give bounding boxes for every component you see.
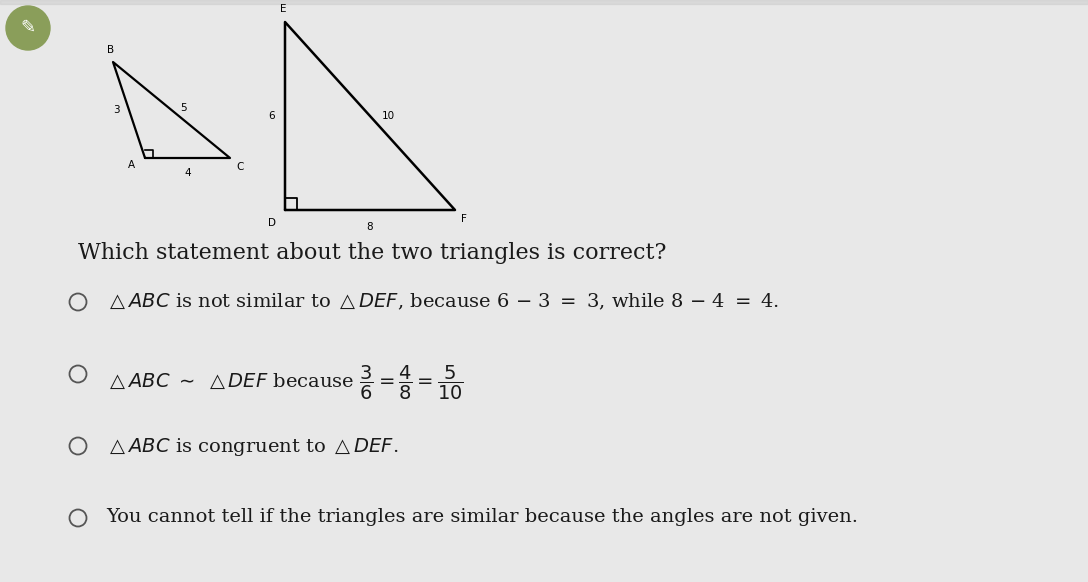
Text: 6: 6 xyxy=(269,111,275,121)
Text: $\triangle$$ABC$ is not similar to $\triangle$$DEF$, because 6 $-$ 3 $=$ 3, whil: $\triangle$$ABC$ is not similar to $\tri… xyxy=(106,292,779,313)
Text: 4: 4 xyxy=(184,168,190,178)
Bar xyxy=(0,0,1088,4)
Text: 3: 3 xyxy=(113,105,120,115)
Circle shape xyxy=(7,6,50,50)
Text: 5: 5 xyxy=(181,103,187,113)
Text: C: C xyxy=(236,162,244,172)
Text: 8: 8 xyxy=(367,222,373,232)
Text: $\triangle$$ABC$ is congruent to $\triangle$$DEF$.: $\triangle$$ABC$ is congruent to $\trian… xyxy=(106,436,398,458)
Text: ✎: ✎ xyxy=(21,19,36,37)
Text: D: D xyxy=(268,218,276,228)
Text: $\triangle$$ABC$ $\sim$ $\triangle$$DEF$ because $\dfrac{3}{6} = \dfrac{4}{8} = : $\triangle$$ABC$ $\sim$ $\triangle$$DEF$… xyxy=(106,364,463,402)
Text: B: B xyxy=(108,45,114,55)
Text: F: F xyxy=(461,214,467,224)
Text: E: E xyxy=(280,4,286,14)
Text: 10: 10 xyxy=(382,111,395,121)
Text: Which statement about the two triangles is correct?: Which statement about the two triangles … xyxy=(78,242,666,264)
Text: A: A xyxy=(128,160,135,170)
Text: You cannot tell if the triangles are similar because the angles are not given.: You cannot tell if the triangles are sim… xyxy=(106,508,858,526)
